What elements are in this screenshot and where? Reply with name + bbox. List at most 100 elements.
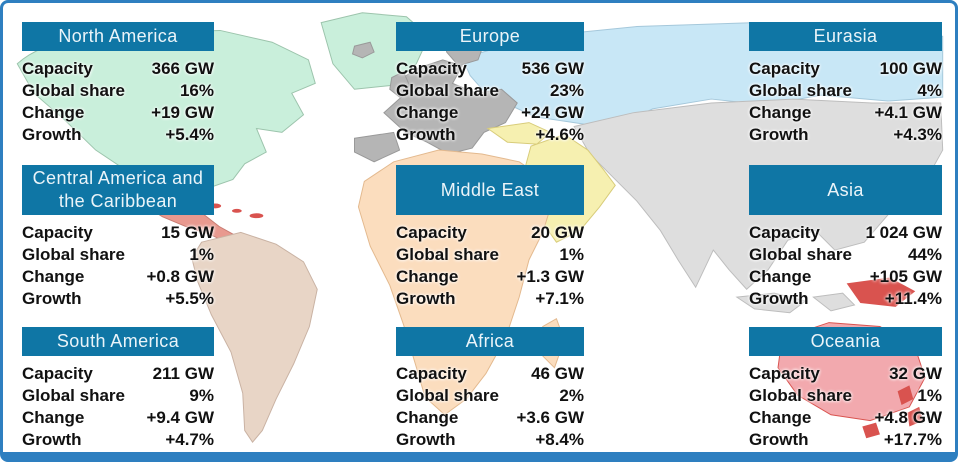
stat-label: Global share xyxy=(22,386,125,405)
stat-share: Global share 1% xyxy=(396,244,584,266)
stat-capacity: Capacity 211 GW xyxy=(22,363,214,385)
stat-label: Growth xyxy=(749,125,809,144)
stat-capacity: Capacity 1 024 GW xyxy=(749,222,942,244)
stat-label: Capacity xyxy=(22,59,93,78)
stat-value: 536 GW xyxy=(521,59,584,78)
stat-label: Capacity xyxy=(22,223,93,242)
infographic-frame: North America Capacity 366 GW Global shar… xyxy=(0,0,958,462)
region-card-north-america: North America Capacity 366 GW Global shar… xyxy=(22,22,214,146)
region-stats: Capacity 100 GW Global share 4% Change +4.1… xyxy=(749,58,942,146)
stat-label: Growth xyxy=(22,125,82,144)
stat-change: Change +0.8 GW xyxy=(22,266,214,288)
stat-share: Global share 23% xyxy=(396,80,584,102)
stat-capacity: Capacity 536 GW xyxy=(396,58,584,80)
stat-label: Global share xyxy=(749,81,852,100)
stat-value: 9% xyxy=(189,386,214,405)
stat-value: +4.6% xyxy=(535,125,584,144)
stat-value: 2% xyxy=(559,386,584,405)
region-stats: Capacity 32 GW Global share 1% Change +4.8 … xyxy=(749,363,942,451)
region-stats: Capacity 536 GW Global share 23% Change +24… xyxy=(396,58,584,146)
stat-value: +5.4% xyxy=(165,125,214,144)
stat-growth: Growth +4.6% xyxy=(396,124,584,146)
stat-label: Global share xyxy=(396,386,499,405)
stat-growth: Growth +11.4% xyxy=(749,288,942,310)
region-title: Asia xyxy=(749,165,942,215)
stat-label: Capacity xyxy=(22,364,93,383)
stat-share: Global share 2% xyxy=(396,385,584,407)
stat-value: +11.4% xyxy=(884,289,942,308)
stat-value: 44% xyxy=(907,245,942,264)
region-card-africa: Africa Capacity 46 GW Global share 2% Chan… xyxy=(396,327,584,451)
stat-value: 15 GW xyxy=(161,223,214,242)
stat-label: Global share xyxy=(22,81,125,100)
stat-value: 1% xyxy=(189,245,214,264)
stat-growth: Growth +5.4% xyxy=(22,124,214,146)
region-card-central-america: Central America and the Caribbean Capaci… xyxy=(22,165,214,310)
stat-value: +4.1 GW xyxy=(874,103,942,122)
stat-growth: Growth +4.3% xyxy=(749,124,942,146)
stat-label: Capacity xyxy=(749,364,820,383)
stat-capacity: Capacity 100 GW xyxy=(749,58,942,80)
stat-share: Global share 1% xyxy=(749,385,942,407)
stat-label: Growth xyxy=(22,289,82,308)
region-stats: Capacity 366 GW Global share 16% Change +19… xyxy=(22,58,214,146)
stat-growth: Growth +17.7% xyxy=(749,429,942,451)
stat-value: +4.8 GW xyxy=(874,408,942,427)
stat-value: 46 GW xyxy=(531,364,584,383)
stat-value: 4% xyxy=(917,81,942,100)
stat-capacity: Capacity 20 GW xyxy=(396,222,584,244)
stat-value: 1% xyxy=(917,386,942,405)
stat-value: +7.1% xyxy=(535,289,584,308)
stat-value: 211 GW xyxy=(152,364,214,383)
stat-capacity: Capacity 32 GW xyxy=(749,363,942,385)
stat-growth: Growth +4.7% xyxy=(22,429,214,451)
stat-label: Growth xyxy=(396,125,456,144)
stat-change: Change +4.1 GW xyxy=(749,102,942,124)
region-card-oceania: Oceania Capacity 32 GW Global share 1% Cha… xyxy=(749,327,942,451)
stat-label: Global share xyxy=(396,245,499,264)
stat-change: Change +1.3 GW xyxy=(396,266,584,288)
stat-change: Change +4.8 GW xyxy=(749,407,942,429)
stat-label: Global share xyxy=(749,386,852,405)
stat-label: Change xyxy=(749,267,812,286)
stat-capacity: Capacity 15 GW xyxy=(22,222,214,244)
stat-value: 100 GW xyxy=(879,59,942,78)
stat-value: +4.3% xyxy=(893,125,942,144)
stat-change: Change +105 GW xyxy=(749,266,942,288)
stat-value: +8.4% xyxy=(535,430,584,449)
stat-capacity: Capacity 366 GW xyxy=(22,58,214,80)
stat-label: Capacity xyxy=(396,223,467,242)
stat-value: +4.7% xyxy=(165,430,214,449)
stat-label: Global share xyxy=(22,245,125,264)
stat-label: Change xyxy=(749,103,812,122)
stat-share: Global share 44% xyxy=(749,244,942,266)
region-card-europe: Europe Capacity 536 GW Global share 23% Ch… xyxy=(396,22,584,146)
region-card-south-america: South America Capacity 211 GW Global shar… xyxy=(22,327,214,451)
stat-value: +24 GW xyxy=(521,103,584,122)
stat-label: Global share xyxy=(396,81,499,100)
stat-value: +105 GW xyxy=(869,267,942,286)
stat-label: Capacity xyxy=(396,59,467,78)
stat-value: +0.8 GW xyxy=(146,267,214,286)
stat-change: Change +3.6 GW xyxy=(396,407,584,429)
stat-value: 20 GW xyxy=(531,223,584,242)
stat-value: 1 024 GW xyxy=(865,223,942,242)
stat-share: Global share 1% xyxy=(22,244,214,266)
stat-label: Growth xyxy=(749,430,809,449)
stat-label: Growth xyxy=(22,430,82,449)
stat-growth: Growth +7.1% xyxy=(396,288,584,310)
stat-change: Change +24 GW xyxy=(396,102,584,124)
region-title: South America xyxy=(22,327,214,356)
stat-label: Change xyxy=(22,408,85,427)
region-title: Oceania xyxy=(749,327,942,356)
stat-share: Global share 4% xyxy=(749,80,942,102)
stat-share: Global share 9% xyxy=(22,385,214,407)
stat-value: 1% xyxy=(559,245,584,264)
stat-label: Global share xyxy=(749,245,852,264)
region-stats: Capacity 211 GW Global share 9% Change +9.4… xyxy=(22,363,214,451)
region-title: Europe xyxy=(396,22,584,51)
stat-share: Global share 16% xyxy=(22,80,214,102)
region-card-asia: Asia Capacity 1 024 GW Global share 44% Ch… xyxy=(749,165,942,310)
stat-label: Capacity xyxy=(749,223,820,242)
stat-growth: Growth +8.4% xyxy=(396,429,584,451)
